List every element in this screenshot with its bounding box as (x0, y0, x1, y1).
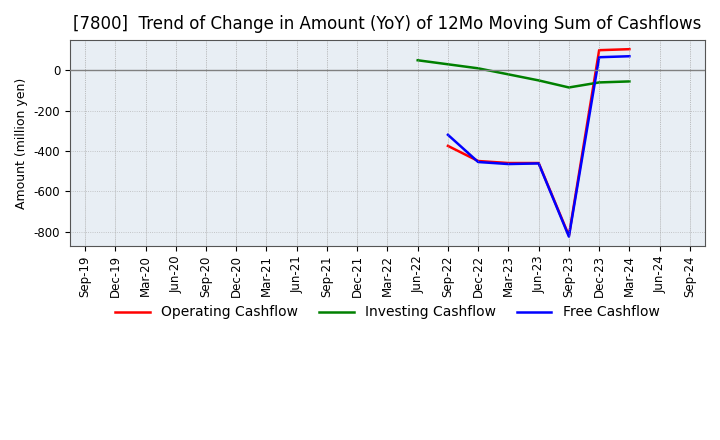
Free Cashflow (534, 161, 543, 166)
Line: Investing Cashflow: Investing Cashflow (418, 60, 629, 88)
Free Cashflow (474, 159, 482, 165)
Free Cashflow (564, 234, 573, 239)
Operating Cashflow (504, 161, 513, 166)
Investing Cashflow (474, 66, 482, 71)
Line: Free Cashflow: Free Cashflow (448, 56, 629, 237)
Operating Cashflow (534, 161, 543, 166)
Operating Cashflow (444, 143, 452, 149)
Investing Cashflow (595, 80, 603, 85)
Y-axis label: Amount (million yen): Amount (million yen) (15, 77, 28, 209)
Investing Cashflow (413, 58, 422, 63)
Free Cashflow (444, 132, 452, 137)
Operating Cashflow (625, 47, 634, 52)
Free Cashflow (625, 54, 634, 59)
Investing Cashflow (504, 72, 513, 77)
Legend: Operating Cashflow, Investing Cashflow, Free Cashflow: Operating Cashflow, Investing Cashflow, … (110, 300, 665, 325)
Investing Cashflow (444, 62, 452, 67)
Investing Cashflow (625, 79, 634, 84)
Investing Cashflow (564, 85, 573, 90)
Operating Cashflow (595, 48, 603, 53)
Line: Operating Cashflow: Operating Cashflow (448, 49, 629, 235)
Investing Cashflow (534, 78, 543, 83)
Operating Cashflow (474, 158, 482, 164)
Free Cashflow (595, 55, 603, 60)
Operating Cashflow (564, 233, 573, 238)
Title: [7800]  Trend of Change in Amount (YoY) of 12Mo Moving Sum of Cashflows: [7800] Trend of Change in Amount (YoY) o… (73, 15, 701, 33)
Free Cashflow (504, 161, 513, 167)
